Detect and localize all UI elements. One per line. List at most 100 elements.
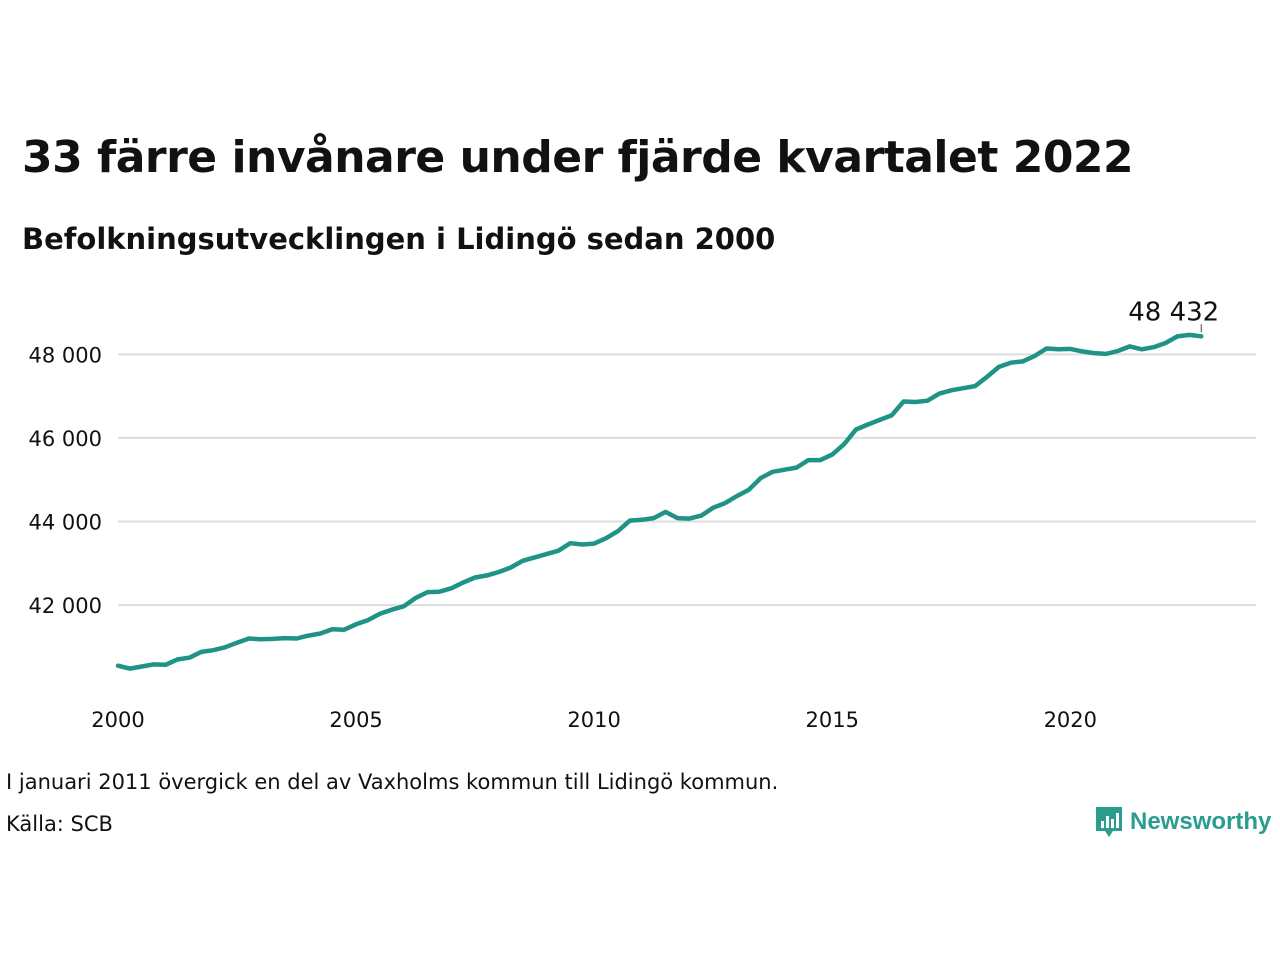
data-point [629, 520, 631, 522]
data-point [1010, 362, 1012, 364]
data-point [581, 544, 583, 545]
x-tick-label: 2005 [329, 708, 382, 732]
data-point [474, 577, 476, 578]
data-point [855, 429, 857, 430]
data-point [272, 638, 274, 640]
data-point [486, 574, 488, 576]
data-point [498, 571, 500, 573]
data-point [522, 560, 524, 562]
data-point [236, 642, 238, 644]
data-point [796, 467, 797, 469]
data-point [736, 495, 738, 497]
data-point [224, 646, 226, 648]
data-point [938, 393, 940, 395]
data-point [903, 401, 905, 402]
data-point [1069, 348, 1071, 350]
newsworthy-logo-icon [1096, 807, 1122, 837]
gridlines [118, 353, 1256, 607]
data-point [1141, 348, 1143, 350]
y-axis-ticks: 42 000 44 000 46 000 48 000 [29, 343, 102, 618]
line-chart: 42 000 44 000 46 000 48 000 2000 2005 2010 201… [29, 297, 1256, 732]
data-point [1105, 353, 1107, 355]
data-point [665, 511, 667, 513]
data-point [296, 638, 298, 639]
data-point [331, 628, 333, 630]
data-point [760, 477, 762, 479]
data-point [1057, 348, 1059, 350]
data-point [748, 489, 750, 491]
data-point [593, 543, 595, 545]
data-point [1034, 355, 1036, 357]
data-point [688, 518, 690, 520]
chart-subtitle: Befolkningsutvecklingen i Lidingö sedan … [22, 222, 776, 256]
data-point [284, 637, 286, 639]
data-point [200, 651, 202, 653]
data-point [1022, 360, 1024, 362]
data-point [1165, 342, 1166, 344]
footnote: I januari 2011 övergick en del av Vaxhol… [6, 770, 779, 794]
data-point [510, 567, 512, 568]
data-point [641, 519, 643, 521]
data-point [772, 471, 774, 473]
data-point [355, 623, 357, 625]
data-point [319, 633, 321, 634]
x-tick-label: 2020 [1044, 708, 1097, 732]
data-point [1081, 350, 1083, 352]
data-point [546, 553, 547, 555]
data-point [117, 665, 119, 667]
data-point [677, 517, 678, 519]
data-point [391, 609, 393, 611]
data-point [1188, 334, 1190, 336]
x-axis-ticks: 2000 2005 2010 2015 2020 [91, 708, 1097, 732]
data-point [212, 649, 214, 651]
data-point [950, 389, 952, 391]
data-point [415, 597, 417, 599]
data-point [1129, 345, 1131, 347]
data-point [153, 663, 155, 665]
data-point [1093, 352, 1095, 354]
y-tick-label: 46 000 [29, 427, 102, 451]
data-point [1176, 335, 1178, 337]
end-value-label: 48 432 [1128, 297, 1219, 327]
data-point [831, 454, 833, 456]
chart-title: 33 färre invånare under fjärde kvartalet… [22, 132, 1134, 183]
data-point [343, 629, 345, 631]
data-point [557, 550, 559, 552]
data-point [653, 517, 655, 519]
x-tick-label: 2000 [91, 708, 144, 732]
data-point [784, 469, 786, 471]
data-point [129, 668, 131, 670]
brand-logo[interactable]: Newsworthy [1094, 805, 1271, 839]
data-point [569, 542, 571, 544]
data-point [605, 537, 607, 539]
data-point [367, 619, 369, 621]
data-point [712, 507, 714, 509]
data-point [986, 376, 988, 378]
data-point [927, 400, 928, 402]
data-point [141, 666, 143, 667]
y-tick-label: 42 000 [29, 594, 102, 618]
data-point [427, 591, 428, 593]
data-point [165, 664, 167, 666]
population-series-line [115, 332, 1204, 671]
y-tick-label: 44 000 [29, 510, 102, 534]
data-point [462, 582, 464, 583]
data-point [724, 502, 726, 504]
data-point [1200, 335, 1202, 337]
data-point [534, 556, 536, 558]
data-point [617, 530, 619, 532]
series-points [117, 334, 1202, 670]
y-tick-label: 48 000 [29, 343, 102, 367]
data-point [403, 605, 405, 607]
x-tick-label: 2015 [805, 708, 858, 732]
data-point [807, 459, 809, 461]
data-point [879, 419, 881, 421]
source-credit: Källa: SCB [6, 812, 113, 836]
data-point [1046, 348, 1047, 349]
data-point [998, 366, 1000, 368]
brand-name: Newsworthy [1130, 808, 1272, 835]
data-point [915, 401, 917, 403]
data-point [379, 613, 381, 615]
data-point [1117, 350, 1119, 352]
data-point [188, 657, 190, 659]
